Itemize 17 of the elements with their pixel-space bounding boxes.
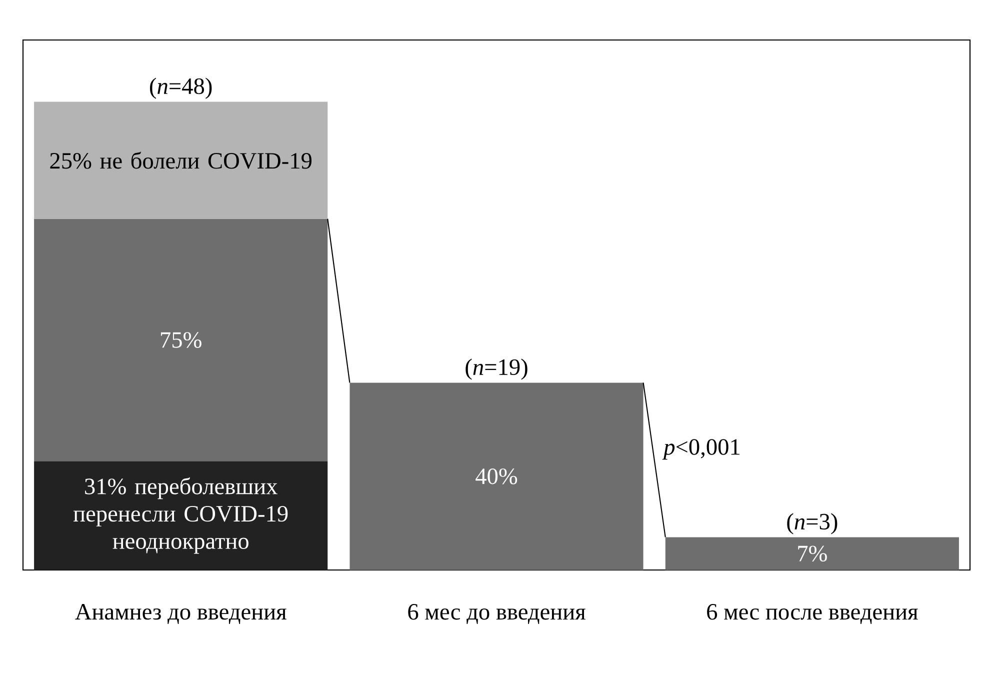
annotation: (n=19) [466,358,528,380]
x-tick-label: 6 мес до введения [408,604,586,624]
annotation: 75% [160,332,202,348]
bar [350,382,644,570]
x-tick-label: 6 мес после введения [707,604,918,624]
bar [34,218,328,462]
annotation: 31% переболевших перенесли COVID-19 неоднократно [73,477,288,554]
annotation: p<0,001 [662,439,740,460]
bar [34,102,328,219]
bar [34,461,328,570]
annotation: (n=48) [150,78,212,99]
data-label: 7% [798,546,827,562]
bar [665,537,959,570]
data-label: 25% не болели COVID-19 [50,152,312,169]
data-label: 40% [476,468,518,484]
annotation: (n=3) [787,513,838,534]
x-tick-label: Анамнез до введения [75,604,286,624]
